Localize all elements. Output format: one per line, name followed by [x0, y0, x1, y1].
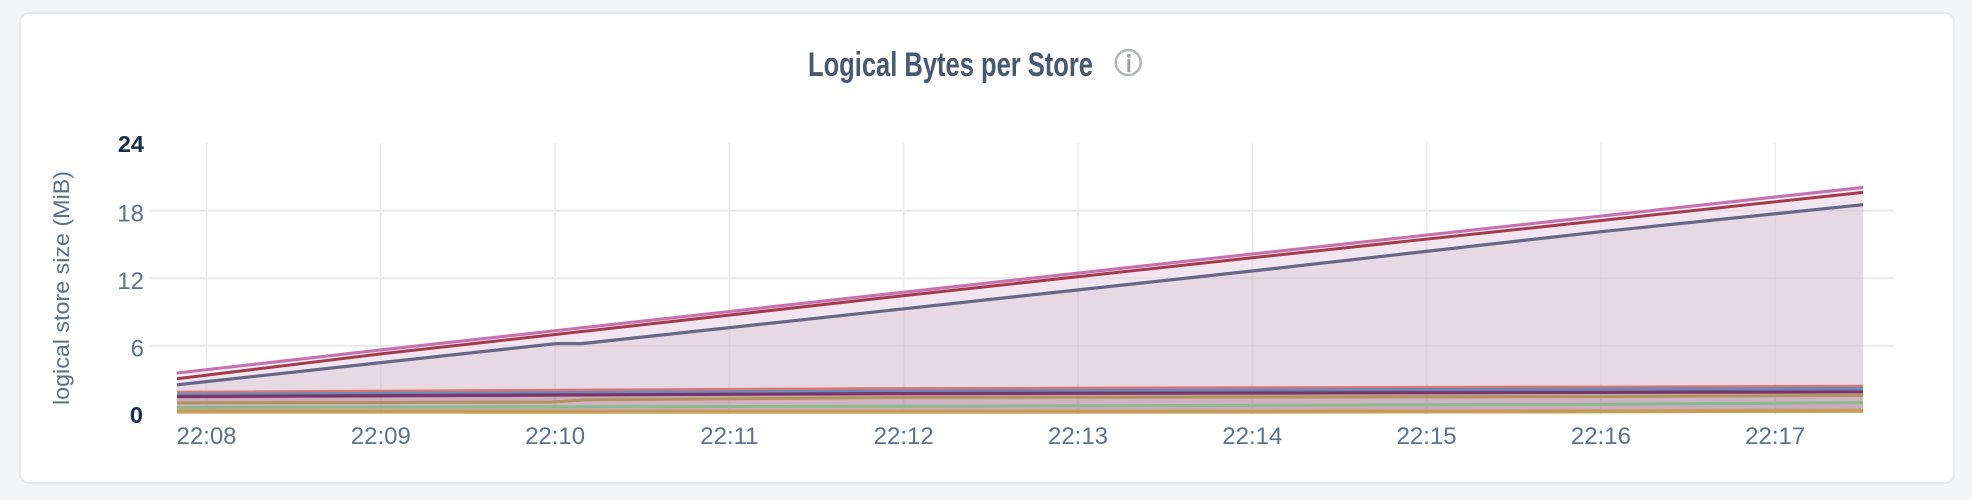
- svg-text:22:12: 22:12: [874, 423, 934, 450]
- svg-text:6: 6: [131, 336, 144, 363]
- svg-text:logical store size (MiB): logical store size (MiB): [49, 171, 74, 405]
- svg-text:22:17: 22:17: [1745, 423, 1805, 450]
- svg-text:22:14: 22:14: [1222, 423, 1282, 450]
- svg-text:22:10: 22:10: [525, 423, 585, 450]
- svg-text:22:16: 22:16: [1571, 423, 1631, 450]
- svg-text:22:11: 22:11: [700, 423, 758, 450]
- svg-text:22:15: 22:15: [1397, 423, 1457, 450]
- svg-text:24: 24: [118, 131, 144, 157]
- svg-text:0: 0: [130, 402, 143, 428]
- svg-text:22:13: 22:13: [1048, 423, 1108, 450]
- svg-text:18: 18: [117, 201, 144, 228]
- svg-text:22:09: 22:09: [351, 423, 411, 450]
- svg-text:22:08: 22:08: [176, 423, 236, 450]
- svg-text:Logical Bytes per Store: Logical Bytes per Store: [808, 46, 1093, 84]
- svg-text:12: 12: [117, 268, 144, 295]
